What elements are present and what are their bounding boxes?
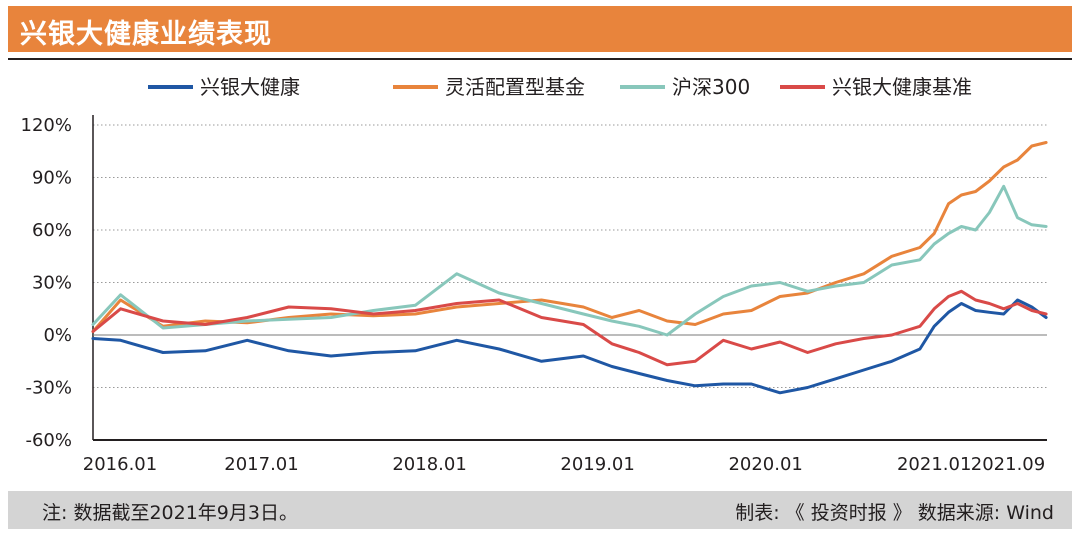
series-line: [91, 298, 1048, 395]
y-tick-label: 30%: [32, 273, 72, 294]
y-tick-label: 90%: [32, 168, 72, 189]
chart-series-lines: [91, 141, 1048, 395]
y-tick-label: 120%: [21, 115, 72, 136]
x-tick-label: 2017.01: [224, 454, 298, 475]
legend-label: 沪深300: [672, 75, 750, 99]
x-axis-tick-labels: 2016.01 2017.01 2018.01 2019.01 2020.01 2021.…: [83, 454, 1045, 475]
footer-note: 注: 数据截至2021年9月3日。: [42, 502, 298, 524]
y-tick-label: 0%: [43, 325, 72, 346]
line-chart: 兴银大健康 灵活配置型基金 沪深300 兴银大健康基准 120% 90% 60% 30% 0%…: [21, 75, 1048, 475]
title-bar: 兴银大健康业绩表现: [8, 6, 1072, 52]
y-tick-label: -30%: [25, 378, 72, 399]
y-axis-tick-labels: 120% 90% 60% 30% 0% -30% -60%: [21, 115, 72, 451]
series-line: [91, 184, 1048, 337]
series-line: [91, 289, 1048, 367]
x-tick-label: 2020.01: [728, 454, 802, 475]
legend-label: 灵活配置型基金: [445, 75, 585, 99]
y-tick-label: 60%: [32, 220, 72, 241]
chart-gridlines: [93, 124, 1047, 388]
x-tick-label: 2018.01: [392, 454, 466, 475]
x-tick-label: 2019.01: [560, 454, 634, 475]
legend-label: 兴银大健康: [200, 75, 300, 99]
x-tick-label: 2021.09: [971, 454, 1045, 475]
title-divider: [8, 58, 1072, 60]
series-line: [91, 141, 1048, 333]
chart-title: 兴银大健康业绩表现: [20, 19, 272, 50]
footer-bar: 注: 数据截至2021年9月3日。 制表: 《 投资时报 》 数据来源: Win…: [8, 491, 1072, 529]
chart-axes: [92, 115, 1047, 441]
y-tick-label: -60%: [25, 430, 72, 451]
x-tick-label: 2021.01: [897, 454, 971, 475]
x-tick-label: 2016.01: [83, 454, 157, 475]
footer-source: 制表: 《 投资时报 》 数据来源: Wind: [735, 502, 1054, 524]
legend-label: 兴银大健康基准: [832, 75, 972, 99]
chart-legend: 兴银大健康 灵活配置型基金 沪深300 兴银大健康基准: [148, 75, 972, 99]
